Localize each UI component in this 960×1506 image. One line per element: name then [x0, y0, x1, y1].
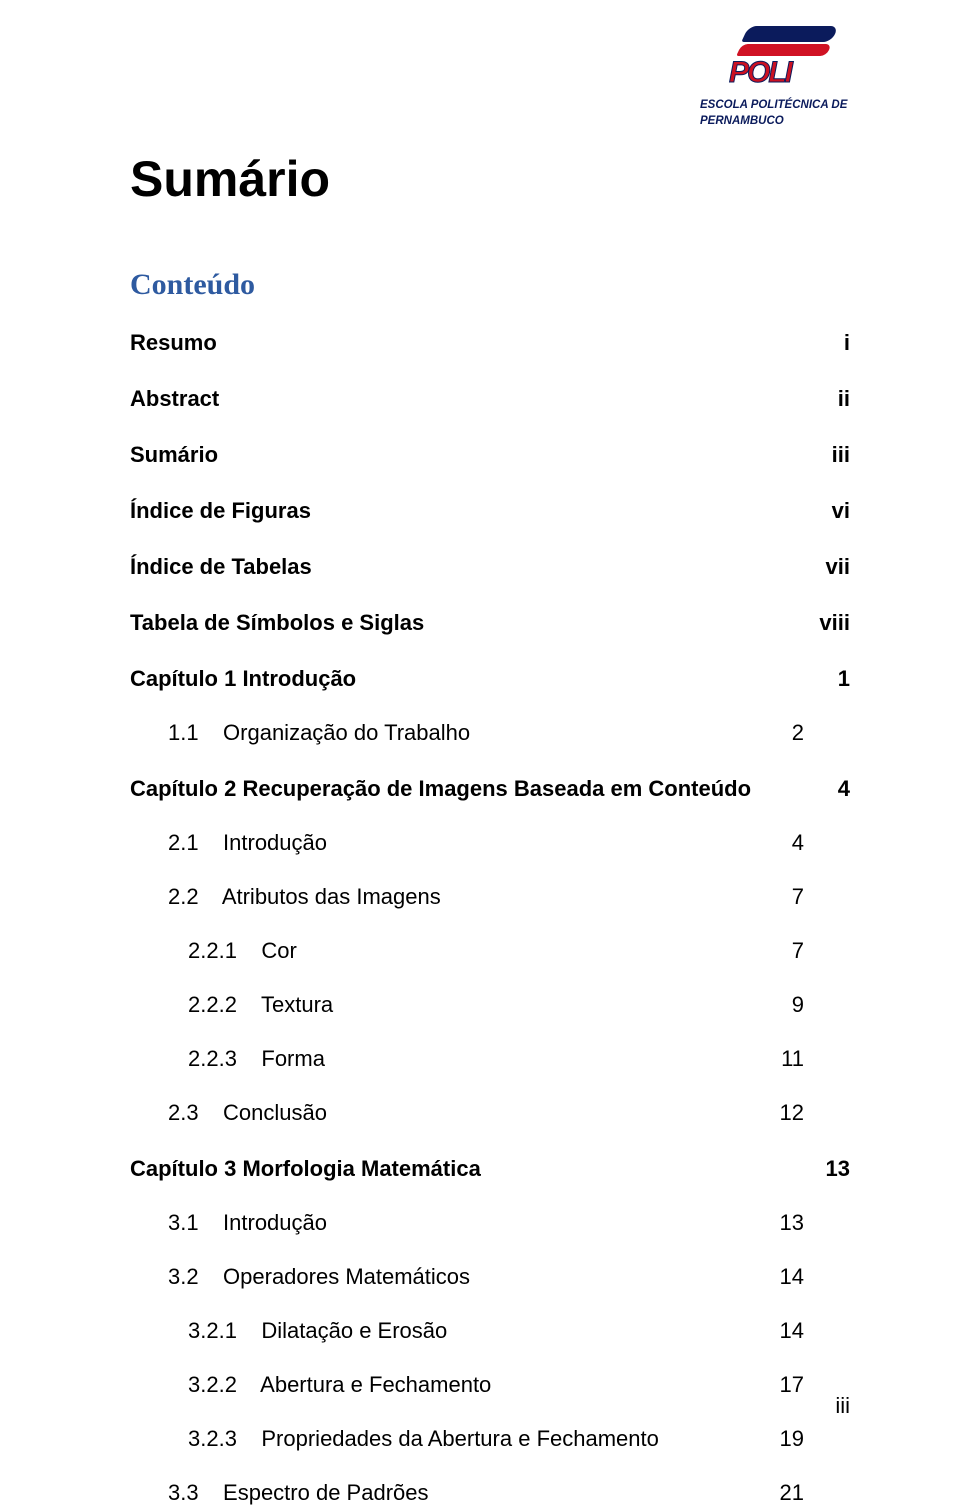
logo-stripe-red — [736, 44, 832, 56]
toc-page-number: 11 — [781, 1046, 850, 1072]
toc-page-number: 2 — [792, 720, 850, 746]
toc-row: Índice de Tabelas vii — [130, 554, 850, 580]
toc-page-number: i — [810, 330, 850, 356]
toc-row: Capítulo 3 Morfologia Matemática 13 — [130, 1156, 850, 1182]
conteudo-heading: Conteúdo — [130, 268, 850, 302]
toc-label: 2.2 Atributos das Imagens — [130, 884, 441, 910]
toc-page-number: ii — [810, 386, 850, 412]
toc-label: 3.1 Introdução — [130, 1210, 327, 1236]
toc-row: 3.3 Espectro de Padrões 21 — [130, 1480, 850, 1506]
toc-row: 3.2.1 Dilatação e Erosão 14 — [130, 1318, 850, 1344]
toc-page-number: 1 — [810, 666, 850, 692]
toc-label: 2.2.1 Cor — [130, 938, 297, 964]
toc-page-number: 14 — [780, 1264, 850, 1290]
toc-row: 3.1 Introdução 13 — [130, 1210, 850, 1236]
toc-row: 1.1 Organização do Trabalho 2 — [130, 720, 850, 746]
toc-label: Capítulo 1 Introdução — [130, 666, 356, 692]
toc-label: Sumário — [130, 442, 218, 468]
table-of-contents: Resumo i Abstract ii Sumário iii Índice de Fig… — [130, 330, 850, 1506]
toc-row: Tabela de Símbolos e Siglas viii — [130, 610, 850, 636]
toc-label: Abstract — [130, 386, 219, 412]
page-title: Sumário — [130, 150, 850, 208]
toc-page-number: 4 — [792, 830, 850, 856]
toc-label: 3.2.3 Propriedades da Abertura e Fechame… — [130, 1426, 659, 1452]
toc-row: Capítulo 2 Recuperação de Imagens Basead… — [130, 776, 850, 802]
toc-label: 1.1 Organização do Trabalho — [130, 720, 470, 746]
toc-row: Índice de Figuras vi — [130, 498, 850, 524]
toc-page-number: 7 — [792, 884, 850, 910]
toc-label: Resumo — [130, 330, 217, 356]
document-page: POLI ESCOLA POLITÉCNICA DE PERNAMBUCO Su… — [0, 0, 960, 1469]
toc-label: Capítulo 3 Morfologia Matemática — [130, 1156, 481, 1182]
toc-label: 2.2.2 Textura — [130, 992, 333, 1018]
toc-page-number: 12 — [780, 1100, 850, 1126]
footer-page-number: iii — [835, 1393, 850, 1419]
toc-row: Resumo i — [130, 330, 850, 356]
logo-subtitle-line1: ESCOLA POLITÉCNICA DE — [700, 99, 847, 111]
toc-label: 3.2.2 Abertura e Fechamento — [130, 1372, 491, 1398]
toc-page-number: 4 — [810, 776, 850, 802]
toc-row: 2.3 Conclusão 12 — [130, 1100, 850, 1126]
toc-label: 2.3 Conclusão — [130, 1100, 327, 1126]
toc-row: 2.2 Atributos das Imagens 7 — [130, 884, 850, 910]
toc-row: 3.2.3 Propriedades da Abertura e Fechame… — [130, 1426, 850, 1452]
toc-row: Abstract ii — [130, 386, 850, 412]
toc-label: 3.2.1 Dilatação e Erosão — [130, 1318, 447, 1344]
toc-page-number: 19 — [780, 1426, 850, 1452]
toc-row: 3.2 Operadores Matemáticos 14 — [130, 1264, 850, 1290]
toc-row: Sumário iii — [130, 442, 850, 468]
toc-row: Capítulo 1 Introdução 1 — [130, 666, 850, 692]
toc-page-number: viii — [810, 610, 850, 636]
school-logo-block: POLI ESCOLA POLITÉCNICA DE PERNAMBUCO — [690, 22, 880, 129]
toc-label: Capítulo 2 Recuperação de Imagens Basead… — [130, 776, 751, 802]
logo-stripe-blue — [741, 26, 838, 42]
toc-label: 3.3 Espectro de Padrões — [130, 1480, 429, 1506]
logo-subtitle-line2: PERNAMBUCO — [700, 115, 784, 127]
toc-label: Índice de Tabelas — [130, 554, 312, 580]
toc-row: 2.2.1 Cor 7 — [130, 938, 850, 964]
toc-page-number: 14 — [780, 1318, 850, 1344]
toc-page-number: 21 — [780, 1480, 850, 1506]
toc-page-number: 7 — [792, 938, 850, 964]
toc-label: Índice de Figuras — [130, 498, 311, 524]
toc-page-number: iii — [810, 442, 850, 468]
toc-label: Tabela de Símbolos e Siglas — [130, 610, 424, 636]
logo-subtitle: ESCOLA POLITÉCNICA DE PERNAMBUCO — [700, 98, 880, 129]
toc-page-number: vii — [810, 554, 850, 580]
toc-page-number: 13 — [780, 1210, 850, 1236]
toc-row: 2.2.2 Textura 9 — [130, 992, 850, 1018]
poli-logo: POLI — [715, 22, 855, 92]
toc-page-number: vi — [810, 498, 850, 524]
toc-page-number: 13 — [810, 1156, 850, 1182]
toc-page-number: 9 — [792, 992, 850, 1018]
logo-wordmark: POLI — [729, 56, 791, 90]
toc-label: 3.2 Operadores Matemáticos — [130, 1264, 470, 1290]
toc-row: 2.1 Introdução 4 — [130, 830, 850, 856]
toc-row: 2.2.3 Forma 11 — [130, 1046, 850, 1072]
toc-label: 2.1 Introdução — [130, 830, 327, 856]
toc-label: 2.2.3 Forma — [130, 1046, 325, 1072]
toc-row: 3.2.2 Abertura e Fechamento17 — [130, 1372, 850, 1398]
